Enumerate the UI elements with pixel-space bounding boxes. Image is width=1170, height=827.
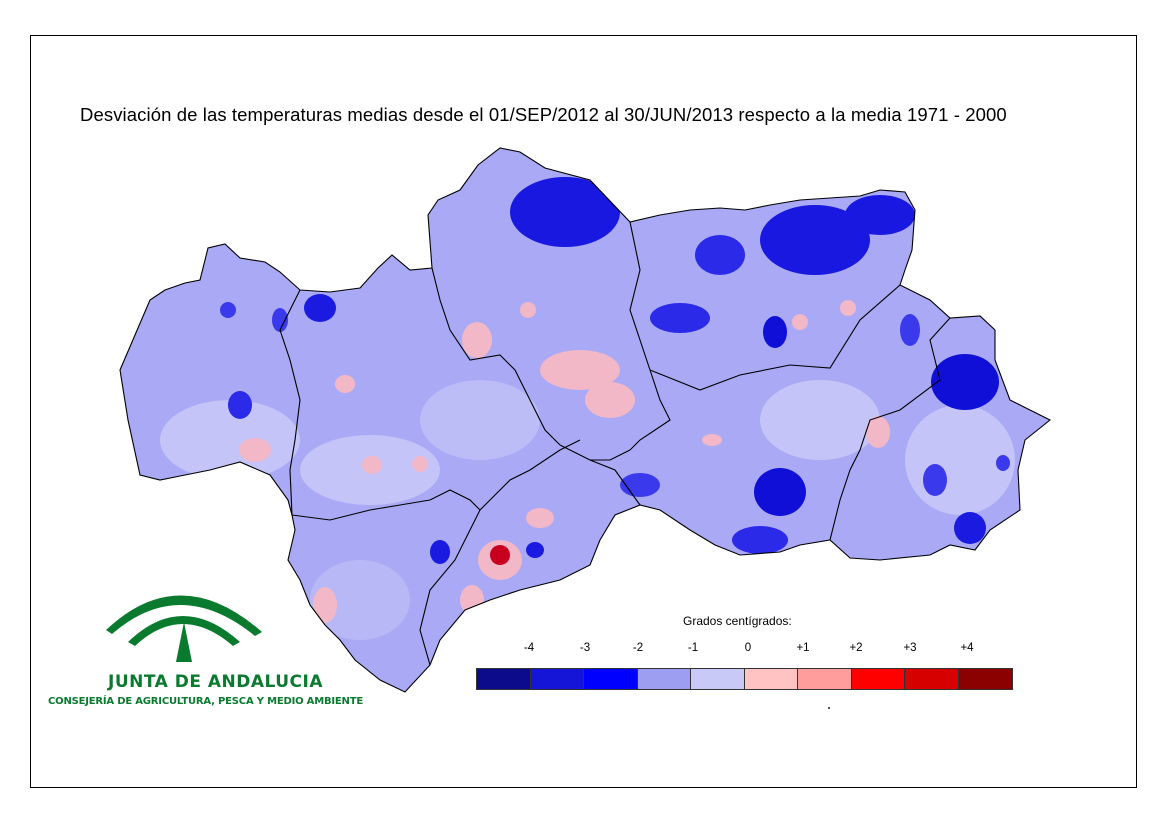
- legend-tick: -3: [579, 642, 591, 654]
- logo-name: JUNTA DE ANDALUCIA: [108, 672, 323, 692]
- legend-tick: +1: [796, 642, 810, 654]
- legend-swatch-9: [958, 669, 1012, 689]
- legend-title: Grados centígrados:: [683, 614, 792, 628]
- legend-tick: -2: [632, 642, 644, 654]
- map-title: Desviación de las temperaturas medias de…: [80, 104, 1007, 125]
- temperature-field: [120, 148, 1050, 692]
- legend-tick: -4: [523, 642, 535, 654]
- legend-swatch-8: [905, 669, 959, 689]
- legend-color-bar: [476, 668, 1013, 690]
- legend-swatch-7: [851, 669, 905, 689]
- junta-andalucia-logo-graphic: [106, 595, 262, 662]
- legend-swatch-4: [691, 669, 745, 689]
- legend-tick: +3: [903, 642, 917, 654]
- province-borders: [119, 147, 1052, 693]
- legend-tick: 0: [744, 642, 752, 654]
- legend-swatch-6: [798, 669, 852, 689]
- stray-dot: [828, 707, 830, 709]
- map-frame: [30, 35, 1137, 788]
- legend-swatch-1: [530, 669, 584, 689]
- logo-subtitle: CONSEJERÍA DE AGRICULTURA, PESCA Y MEDIO…: [48, 696, 363, 707]
- legend-swatch-2: [584, 669, 638, 689]
- legend-tick: +4: [960, 642, 974, 654]
- legend-swatch-5: [744, 669, 798, 689]
- legend-tick: +2: [849, 642, 863, 654]
- legend-swatch-0: [477, 669, 531, 689]
- legend-swatch-3: [637, 669, 691, 689]
- legend-tick: -1: [687, 642, 699, 654]
